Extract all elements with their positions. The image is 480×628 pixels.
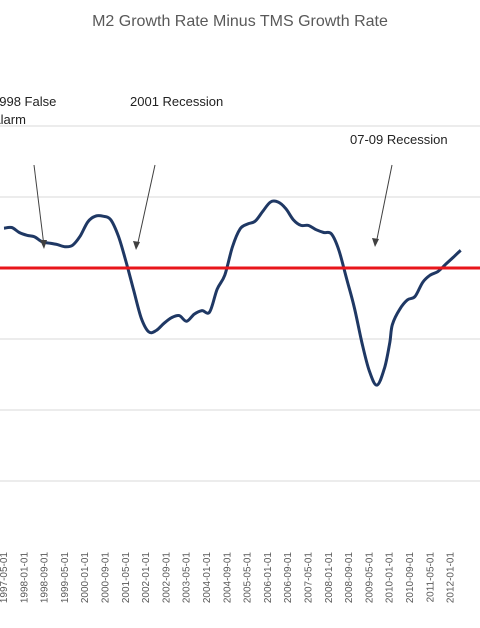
x-tick-label: 1998-09-01 <box>40 552 51 604</box>
arrow-2008 <box>375 164 393 245</box>
annotation-07-09-recession: 07-09 Recession <box>350 132 448 147</box>
annotation-1998-line-2: Alarm <box>0 112 26 127</box>
x-tick-label: 2008-09-01 <box>344 552 355 604</box>
x-tick-label: 1997-05-01 <box>0 552 10 604</box>
x-tick-label: 2010-01-01 <box>385 552 396 604</box>
x-tick-label: 2006-01-01 <box>263 552 274 604</box>
series-line <box>3 199 462 387</box>
arrow-1998 <box>33 164 45 247</box>
x-tick-label: 2001-05-01 <box>121 552 132 604</box>
series-layer <box>3 199 462 387</box>
x-tick-label: 1998-01-01 <box>19 552 30 604</box>
x-tick-label: 2007-05-01 <box>304 552 315 604</box>
x-tick-label: 2003-05-01 <box>182 552 193 604</box>
arrow-1998-head <box>40 240 47 249</box>
x-tick-label: 2002-01-01 <box>141 552 152 604</box>
x-tick-label: 2010-09-01 <box>405 552 416 604</box>
annotation-1998-line-1: 1998 False <box>0 94 56 109</box>
x-tick-labels: 1997-05-01 1998-01-01 1998-09-01 1999-05-01… <box>0 552 457 604</box>
x-tick-label: 2000-09-01 <box>101 552 112 604</box>
x-tick-label: 2004-09-01 <box>222 552 233 604</box>
x-tick-label: 1999-05-01 <box>60 552 71 604</box>
x-tick-label: 2004-01-01 <box>202 552 213 604</box>
x-tick-label: 2009-05-01 <box>364 552 375 604</box>
x-tick-label: 2011-05-01 <box>425 552 436 603</box>
annotation-1998-false-alarm: 1998 False Alarm <box>0 94 60 127</box>
x-tick-label: 2012-01-01 <box>446 552 457 604</box>
x-tick-label: 2002-09-01 <box>161 552 172 604</box>
x-tick-label: 2006-09-01 <box>283 552 294 604</box>
gridlines <box>0 125 480 482</box>
x-tick-label: 2008-01-01 <box>324 552 335 604</box>
x-tick-label: 2005-05-01 <box>243 552 254 604</box>
arrow-2001 <box>136 164 156 248</box>
chart-title: M2 Growth Rate Minus TMS Growth Rate <box>92 13 388 30</box>
annotation-2001-recession: 2001 Recession <box>130 94 223 109</box>
arrow-2001-head <box>133 241 140 250</box>
arrow-2008-head <box>372 238 379 247</box>
x-tick-label: 2000-01-01 <box>80 552 91 604</box>
